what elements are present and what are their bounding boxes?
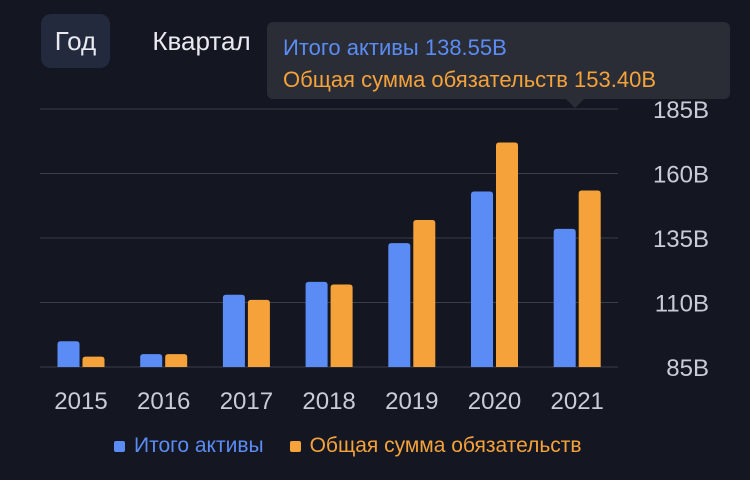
legend: Итого активы Общая сумма обязательств <box>114 434 608 458</box>
legend-label-assets: Итого активы <box>134 434 264 457</box>
tooltip-assets: Итого активы 138.55B <box>283 35 507 60</box>
x-tick-label: 2017 <box>220 388 273 415</box>
bar-liabilities-2019[interactable] <box>413 219 436 367</box>
tab-quarter[interactable]: Квартал <box>152 25 251 56</box>
bar-liabilities-2020[interactable] <box>496 142 518 367</box>
bar-assets-2021[interactable] <box>553 228 576 367</box>
legend-item-liabilities[interactable]: Общая сумма обязательств <box>289 434 582 458</box>
y-tick-label: 85B <box>666 355 709 382</box>
y-tick-label: 185B <box>653 97 709 124</box>
legend-swatch-assets <box>114 440 125 452</box>
tooltip: Итого активы 138.55B Общая сумма обязате… <box>267 22 730 108</box>
y-tick-label: 135B <box>653 226 709 253</box>
bar-liabilities-2017[interactable] <box>247 299 270 367</box>
bar-assets-2018[interactable] <box>305 281 328 367</box>
x-tick-label: 2019 <box>385 388 438 415</box>
tooltip-liabilities: Общая сумма обязательств 153.40B <box>283 67 657 92</box>
x-tick-label: 2020 <box>468 388 521 415</box>
x-tick-label: 2021 <box>551 388 604 415</box>
bar-liabilities-2015[interactable] <box>82 356 105 367</box>
bar-liabilities-2016[interactable] <box>165 354 188 367</box>
x-tick-label: 2016 <box>137 388 190 415</box>
y-tick-label: 160B <box>653 162 709 189</box>
bar-assets-2020[interactable] <box>471 191 493 367</box>
legend-swatch-liabilities <box>289 440 301 452</box>
bar-assets-2015[interactable] <box>57 341 80 367</box>
legend-item-assets[interactable]: Итого активы <box>114 434 264 458</box>
y-tick-label: 110B <box>655 291 709 318</box>
x-tick-label: 2015 <box>54 388 107 415</box>
bar-liabilities-2021[interactable] <box>578 190 601 367</box>
bar-assets-2019[interactable] <box>388 243 411 367</box>
bar-liabilities-2018[interactable] <box>330 284 353 367</box>
bar-assets-2017[interactable] <box>222 294 245 367</box>
x-tick-label: 2018 <box>302 388 355 415</box>
bar-assets-2016[interactable] <box>140 354 163 367</box>
tab-year[interactable]: Год <box>41 14 110 68</box>
legend-label-liabilities: Общая сумма обязательств <box>309 434 582 457</box>
